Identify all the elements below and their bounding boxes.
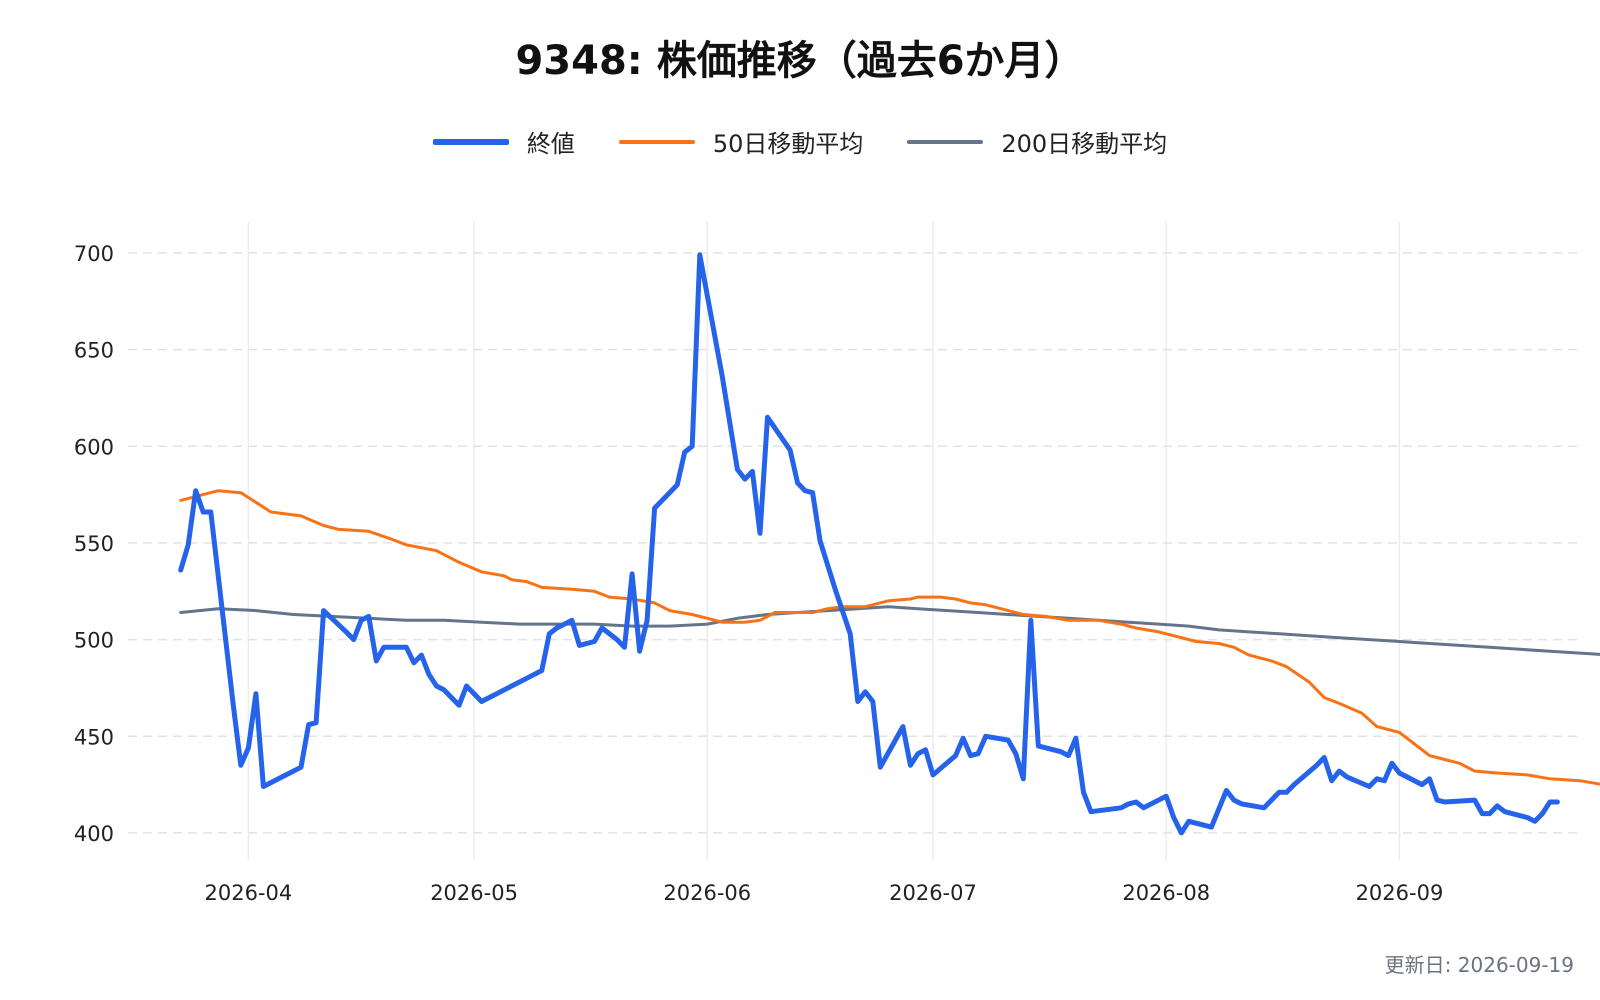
- series-line-ma50: [179, 489, 1600, 786]
- y-tick-label: 600: [74, 435, 114, 459]
- legend-item-ma200: 200日移動平均: [907, 124, 1167, 159]
- legend-swatch-ma200: [907, 139, 984, 144]
- y-tick-label: 700: [74, 242, 114, 266]
- x-tick-label: 2026-09: [1356, 881, 1444, 905]
- legend-swatch-close: [432, 138, 509, 145]
- x-tick-label: 2026-04: [204, 881, 292, 905]
- series-line-ma200: [179, 605, 1600, 656]
- legend-item-ma50: 50日移動平均: [618, 124, 864, 159]
- y-tick-label: 400: [74, 822, 114, 846]
- updated-date: 更新日: 2026-09-19: [1384, 953, 1574, 977]
- y-tick-label: 550: [74, 532, 114, 556]
- legend-swatch-ma50: [618, 139, 695, 144]
- y-tick-label: 450: [74, 725, 114, 749]
- legend-label-ma50: 50日移動平均: [712, 130, 864, 158]
- legend: 終値 50日移動平均 200日移動平均: [0, 124, 1600, 159]
- x-tick-label: 2026-05: [430, 881, 518, 905]
- legend-label-ma200: 200日移動平均: [1001, 130, 1168, 158]
- series-line-close: [178, 252, 1560, 836]
- x-tick-label: 2026-06: [663, 881, 751, 905]
- legend-label-close: 終値: [526, 130, 575, 158]
- y-tick-label: 500: [74, 629, 114, 653]
- legend-item-close: 終値: [432, 124, 575, 159]
- x-tick-label: 2026-07: [889, 881, 977, 905]
- y-tick-label: 650: [74, 339, 114, 363]
- x-tick-label: 2026-08: [1122, 881, 1210, 905]
- chart-title: 9348: 株価推移（過去6か月）: [515, 38, 1085, 84]
